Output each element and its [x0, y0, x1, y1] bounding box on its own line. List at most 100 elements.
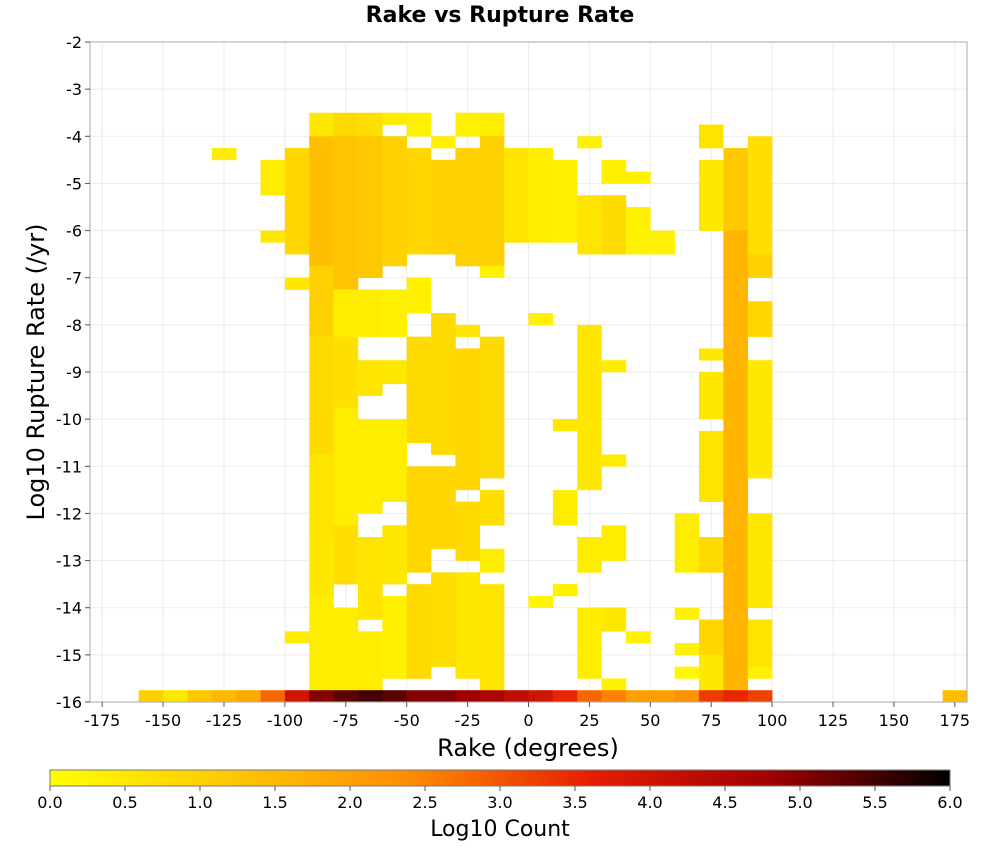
heatmap-cell [528, 313, 554, 326]
x-tick-label: 100 [757, 711, 788, 730]
colorbar-tick-label: 0.0 [37, 793, 62, 812]
colorbar-tick-label: 4.5 [712, 793, 737, 812]
heatmap-cell [479, 690, 505, 703]
chart-title: Rake vs Rupture Rate [366, 3, 635, 28]
heatmap-cell [284, 631, 310, 644]
heatmap-cell [431, 159, 456, 255]
heatmap-cell [333, 136, 359, 290]
heatmap-cell [406, 690, 432, 703]
y-tick-label: -11 [56, 457, 82, 476]
heatmap-cell [699, 348, 724, 361]
heatmap-cell [747, 136, 773, 255]
heatmap-cell [260, 159, 286, 196]
heatmap-cell [431, 136, 456, 149]
heatmap-cell [479, 548, 505, 573]
colorbar-label: Log10 Count [430, 817, 570, 842]
heatmap-cell [552, 584, 578, 597]
heatmap-cell [552, 419, 578, 432]
heatmap-cell [333, 690, 359, 703]
y-tick-label: -16 [56, 693, 82, 712]
heatmap-cell [333, 407, 359, 526]
heatmap-cell [284, 277, 310, 290]
heatmap-cell [382, 595, 407, 679]
x-tick-label: 175 [940, 711, 971, 730]
x-tick-label: -75 [333, 711, 359, 730]
x-tick-label: -175 [84, 711, 120, 730]
heatmap-cell [699, 159, 724, 231]
x-axis-label: Rake (degrees) [437, 734, 619, 762]
heatmap-cell [723, 148, 749, 231]
x-tick-label: -100 [267, 711, 303, 730]
heatmap-cell [552, 159, 578, 243]
heatmap-cell [577, 690, 602, 703]
y-tick-label: -3 [66, 80, 82, 99]
heatmap-cell [528, 595, 554, 609]
heatmap-cell [479, 112, 505, 137]
heatmap-cell [455, 148, 481, 267]
heatmap-cell [382, 289, 407, 337]
heatmap-cell [699, 372, 724, 420]
colorbar-tick-label: 3.5 [562, 793, 587, 812]
x-tick-label: -125 [206, 711, 242, 730]
heatmap-cell [577, 607, 602, 679]
heatmap-cell [406, 277, 432, 314]
colorbar-tick-label: 2.5 [412, 793, 437, 812]
heatmap-cell [309, 136, 334, 267]
heatmap-cell [601, 690, 627, 703]
heatmap-cell [382, 360, 407, 385]
heatmap-cell [406, 112, 432, 137]
heatmap-cell [479, 489, 505, 526]
heatmap-cell [601, 159, 627, 184]
heatmap-cell [333, 525, 359, 585]
heatmap-cell [333, 289, 359, 337]
heatmap-cell [625, 631, 651, 644]
heatmap-cell [504, 148, 529, 243]
heatmap-cell [625, 207, 651, 255]
heatmap-cell [577, 136, 602, 149]
heatmap-cell [357, 112, 383, 137]
heatmap-cell [674, 666, 700, 679]
y-tick-label: -5 [66, 174, 82, 193]
y-tick-label: -14 [56, 599, 82, 618]
heatmap-cell [431, 572, 456, 667]
y-tick-label: -7 [66, 269, 82, 288]
colorbar-tick-label: 5.5 [862, 793, 887, 812]
x-tick-label: 25 [579, 711, 599, 730]
colorbar-tick-label: 1.0 [187, 793, 212, 812]
x-tick-label: -25 [455, 711, 481, 730]
heatmap-cell [260, 230, 286, 243]
colorbar-tick-label: 6.0 [937, 793, 962, 812]
heatmap-cell [284, 690, 310, 703]
heatmap-cell [382, 419, 407, 502]
heatmap-cell [357, 631, 383, 691]
heatmap-cell [528, 148, 554, 243]
heatmap-cell [455, 501, 481, 561]
heatmap-cell [333, 112, 359, 137]
heatmap-cell [747, 254, 773, 279]
heatmap-cell [236, 690, 261, 703]
heatmap-cell [309, 537, 334, 597]
colorbar-tick-label: 5.0 [787, 793, 812, 812]
heatmap-cell [577, 324, 602, 491]
heatmap-cell [747, 690, 773, 703]
heatmap-cell [479, 136, 505, 267]
heatmap-cell [406, 336, 432, 444]
y-tick-label: -10 [56, 410, 82, 429]
heatmap-cell [601, 678, 627, 691]
heatmap-cell [699, 124, 724, 149]
colorbar-tick-label: 0.5 [112, 793, 137, 812]
heatmap-cell [528, 690, 554, 703]
heatmap-cell [601, 607, 627, 632]
heatmap-cell [504, 690, 529, 703]
y-axis-label: Log10 Rupture Rate (/yr) [22, 224, 50, 521]
heatmap-cell [309, 265, 334, 337]
heatmap-cell [211, 148, 237, 161]
x-tick-label: 125 [818, 711, 849, 730]
heatmap-cell [357, 419, 383, 514]
y-tick-label: -8 [66, 316, 82, 335]
heatmap-cell [333, 607, 359, 691]
heatmap-cell [625, 171, 651, 184]
heatmap-cell [455, 112, 481, 137]
heatmap-cell [284, 148, 310, 255]
